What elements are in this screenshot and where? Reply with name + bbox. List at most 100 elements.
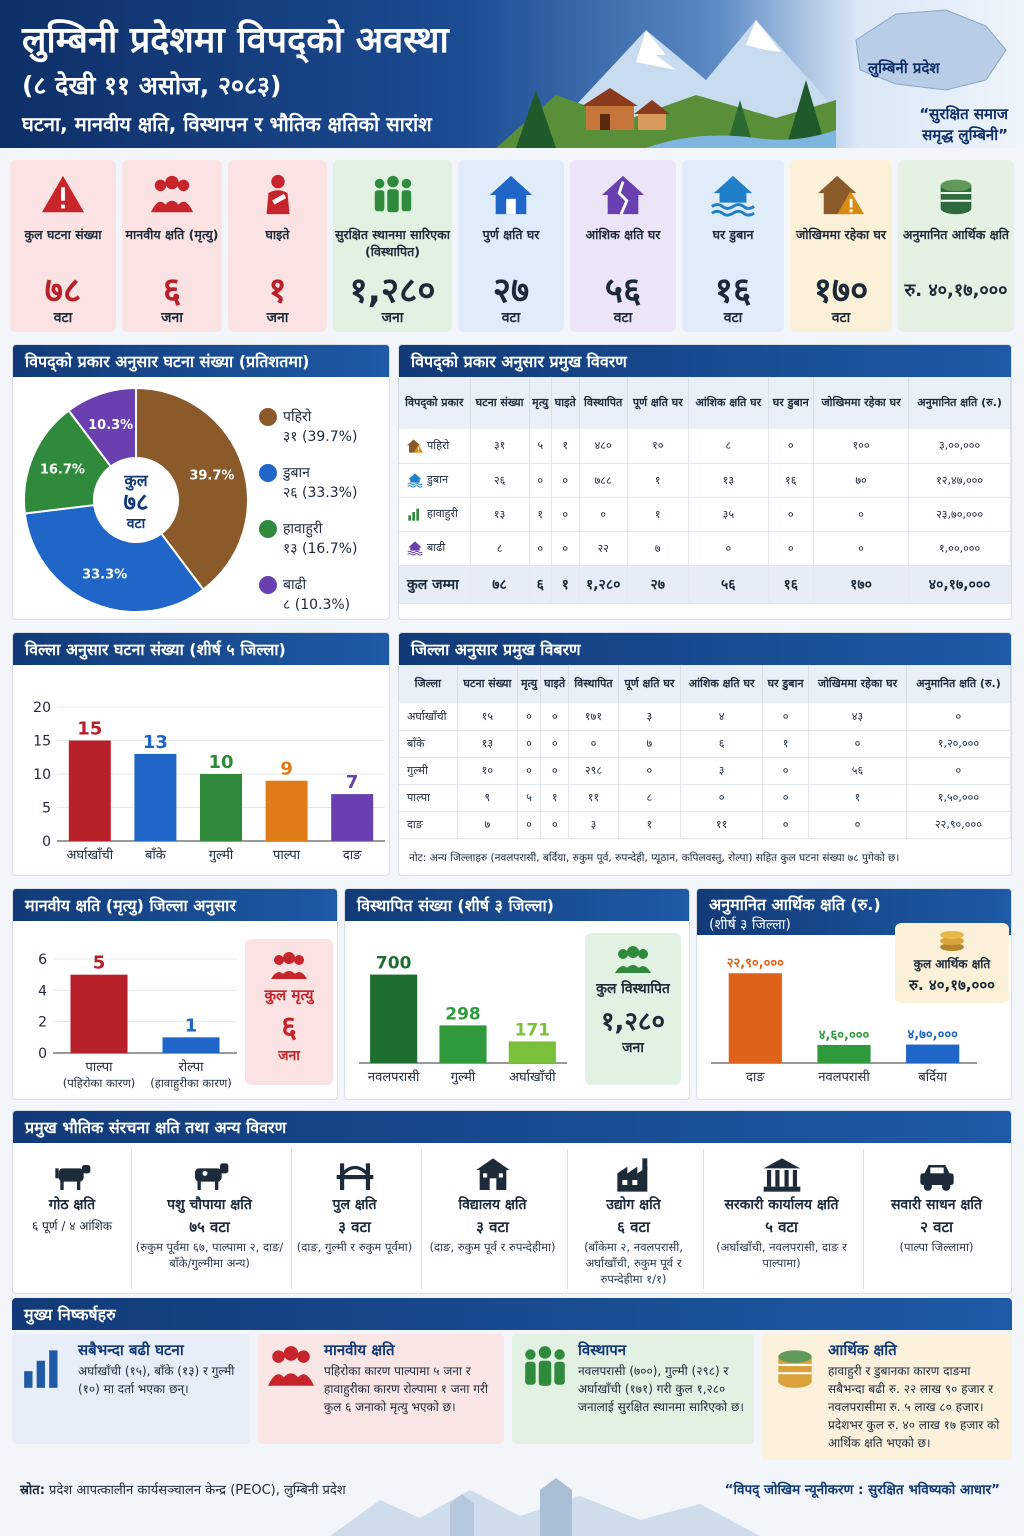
table-cell: १,५०,००० (906, 784, 1011, 812)
stat-label: कुल घटना संख्या (24, 227, 102, 242)
table-cell: ० (551, 497, 580, 532)
finding-card: सबैभन्दा बढी घटना अर्घाखाँची (१५), बाँके … (12, 1334, 250, 1444)
deaths-bar-chart: 0 2 4 6 5 पाल्पा 1 रोल्पा (पहिरोका कारण) (हावाहुर… (38, 952, 237, 1091)
table-cell: १६ (768, 463, 814, 498)
footer: स्रोत: प्रदेश आपत्कालीन कार्यसञ्चालन केन… (0, 1460, 1024, 1536)
x-tick-label: गुल्मी (451, 1069, 476, 1085)
district-table: जिल्ला घटना संख्या मृत्यु घाइते विस्थापित पूर… (399, 665, 1011, 839)
table-cell: २२,९०,००० (906, 811, 1011, 839)
stat-label: सुरक्षित स्थानमा सारिएका (विस्थापित) (335, 227, 450, 259)
legend-item: हावाहुरी १३ (16.7%) (259, 519, 357, 559)
table-row: पहिरो ३१ ५ १ ४८० १० ८ ० १०० ३,००,००० (399, 429, 1011, 464)
table-header: घर डुबान (762, 665, 810, 703)
table-cell: ४८० (579, 429, 628, 464)
table-header: घटना संख्या (470, 377, 530, 429)
stat-value: ७८ (44, 271, 82, 311)
legend-item: डुबान २६ (33.3%) (259, 463, 357, 503)
coins-icon (940, 931, 964, 951)
finding-card: मानवीय क्षति पहिरोका कारण पाल्पामा ५ जना … (258, 1334, 504, 1444)
panel-title: विपद्‌को प्रकार अनुसार घटना संख्या (प्रत… (13, 345, 389, 377)
stat-unit: वटा (501, 310, 521, 326)
total-displaced-box: कुल विस्थापित १,२८० जना (585, 933, 681, 1085)
finding-title: आर्थिक क्षति (828, 1341, 897, 1359)
table-cell: १५ (457, 703, 519, 731)
table-cell: ० (540, 757, 570, 785)
bar-chart-icon (408, 508, 419, 521)
table-cell: ३ (618, 703, 682, 731)
family-icon (374, 175, 411, 213)
infra-item: पशु चौपाया क्षति ७५ वटा (रुकुम पूर्वमा ६७,… (131, 1149, 287, 1289)
stat-label: घर डुबान (712, 227, 754, 242)
table-cell: १,००,००० (908, 531, 1011, 566)
table-cell: ० (540, 703, 570, 731)
bar-value-label: 1 (185, 1015, 198, 1036)
bridge-icon (336, 1163, 373, 1190)
infra-detail: (दाङ, रुकुम पूर्व र रुपन्देहीमा) (429, 1240, 556, 1254)
donut-center-value: ७८ (124, 488, 149, 516)
stat-card: पुर्ण क्षति घर २७ वटा (458, 160, 564, 332)
flood-house-icon (407, 541, 423, 556)
x-tick-label: नवलपरासी (818, 1069, 870, 1085)
bar (265, 780, 308, 841)
y-tick-label: 0 (42, 834, 51, 850)
table-cell: हावाहुरी (399, 497, 471, 532)
table-cell: ० (568, 730, 619, 758)
cow-icon (55, 1165, 91, 1190)
stat-unit: जना (161, 310, 183, 326)
displaced-bar-chart: 700 नवलपरासी 298 गुल्मी 171 अर्घाखाँची (359, 954, 567, 1085)
y-tick-label: 2 (38, 1015, 47, 1031)
table-row: हावाहुरी १३ १ ० ० १ ३५ ० ० २३,७०,००० (399, 497, 1011, 532)
summary-cards: कुल घटना संख्या ७८ वटा मानवीय क्षति (मृत्यु… (10, 160, 1014, 332)
government-icon (763, 1158, 800, 1192)
infra-detail: (दाङ, गुल्मी र रुकुम पूर्वमा) (296, 1240, 413, 1254)
table-cell: बाँके (399, 730, 458, 758)
mountain-landscape-illustration (496, 20, 836, 148)
legend-detail: १३ (16.7%) (283, 541, 358, 557)
infra-item: विद्यालय क्षति ३ वटा (दाङ, रुकुम पूर्व र र… (421, 1149, 563, 1289)
table-cell: ० (579, 497, 628, 532)
table-cell: ० (551, 531, 580, 566)
table-cell: ० (618, 757, 682, 785)
deaths-panel: मानवीय क्षति (मृत्यु) जिल्ला अनुसार 0 2 4 6… (12, 888, 338, 1100)
stat-value: १,२८० (349, 271, 436, 311)
table-cell: ० (808, 730, 907, 758)
table-cell: ० (813, 531, 910, 566)
infra-detail: (पाल्पा जिल्लामा) (899, 1240, 974, 1254)
stat-card: जोखिममा रहेका घर १७० वटा (790, 160, 892, 332)
legend-name: डुबान (283, 465, 310, 481)
infra-item: उद्योग क्षति ६ वटा (बाँकेमा २, नवलपरासी, अ… (567, 1149, 699, 1289)
table-cell: ० (551, 463, 580, 498)
finding-card: आर्थिक क्षति हावाहुरी र डुबानका कारण दाङम… (762, 1334, 1012, 1460)
table-cell: ८ (618, 784, 682, 812)
table-header: अनुमानित क्षति (रु.) (908, 377, 1011, 429)
people-icon (268, 1346, 314, 1386)
infra-title: पशु चौपाया क्षति (167, 1197, 252, 1213)
infrastructure-panel: प्रमुख भौतिक संरचना क्षति तथा अन्य विवरण… (12, 1110, 1012, 1294)
table-cell: अर्घाखाँची (399, 703, 458, 731)
bar-value-label: २२,९०,००० (727, 956, 784, 971)
stat-unit: जना (381, 310, 404, 326)
table-cell: १७१ (568, 703, 619, 731)
infra-title: सरकारी कार्यालय क्षति (724, 1197, 839, 1213)
table-cell: ० (762, 703, 810, 731)
panel-title: मुख्य निष्कर्षहरु (12, 1298, 1012, 1330)
infra-value: ६ पूर्ण / ४ आंशिक (31, 1219, 113, 1233)
table-cell: ३ (680, 757, 763, 785)
bar (200, 774, 242, 841)
table-cell: ० (768, 531, 814, 566)
infra-detail: (रुकुम पूर्वमा ६७, पाल्पामा २, दाङ/बाँके… (135, 1240, 284, 1270)
table-cell: १३ (457, 730, 519, 758)
table-cell: ५६ (808, 757, 907, 785)
table-cell: १,२०,००० (906, 730, 1011, 758)
legend-swatch (259, 520, 277, 538)
table-cell: ८ (470, 531, 530, 566)
stat-value: ५६ (604, 271, 642, 311)
table-row: बाढी ८ ० ० २२ ७ ० ० ० १,००,००० (399, 531, 1011, 566)
table-header: मृत्यु (529, 377, 552, 429)
legend-item: बाढी ८ (10.3%) (259, 575, 357, 615)
temple-skyline-illustration (330, 1478, 760, 1536)
flood-house-icon (407, 473, 423, 488)
bar (508, 1041, 556, 1063)
table-cell: १७० (813, 565, 910, 604)
y-tick-label: 4 (38, 983, 47, 999)
